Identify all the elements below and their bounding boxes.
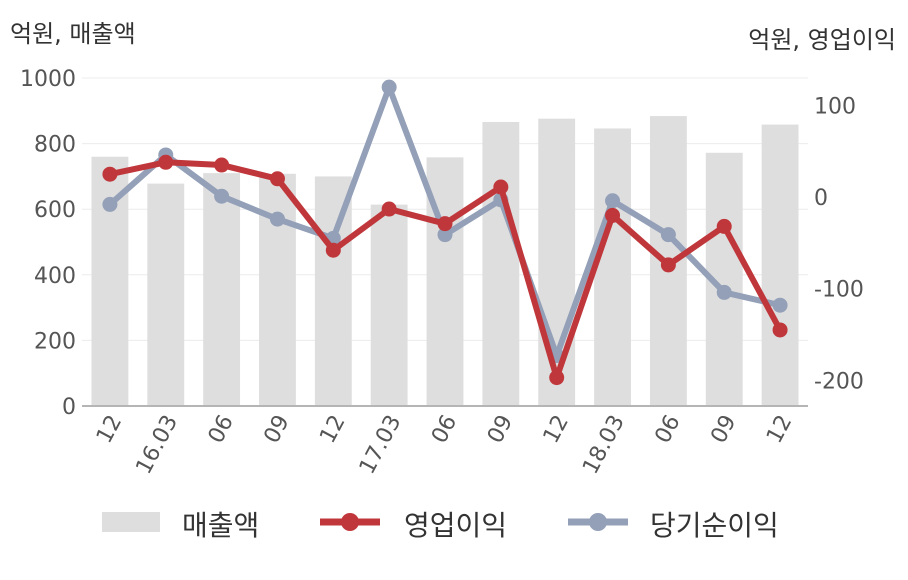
left-tick-label: 200 (34, 329, 76, 354)
legend-label-operating-profit: 영업이익 (404, 509, 508, 542)
x-axis-ticks: 12 16.03 06 09 12 17.03 06 09 12 18.03 06 09 12 (92, 411, 797, 478)
data-point (549, 370, 565, 386)
left-tick-label: 400 (34, 264, 76, 289)
right-tick-label: 0 (814, 186, 828, 211)
data-point (772, 322, 788, 338)
legend-item-operating-profit: 영업이익 (318, 498, 548, 548)
x-tick-label: 12 (92, 411, 127, 447)
bar (314, 176, 352, 406)
legend-label-net-income: 당기순이익 (650, 509, 779, 542)
legend-item-sales: 매출액 (100, 498, 300, 548)
data-point (660, 227, 676, 243)
right-axis-ticks: -200 -100 0 100 (814, 94, 864, 394)
data-point (437, 216, 453, 232)
bar (594, 128, 631, 406)
data-point (381, 79, 397, 95)
x-tick-label: 09 (483, 411, 518, 447)
bar (370, 204, 408, 406)
right-tick-label: -200 (814, 369, 864, 394)
data-point (214, 188, 230, 204)
x-tick-label: 06 (427, 411, 462, 447)
legend-swatch-sales (102, 512, 160, 532)
left-tick-label: 800 (34, 133, 76, 158)
legend-label-sales: 매출액 (182, 509, 260, 542)
right-tick-label: 100 (814, 94, 856, 119)
data-point (493, 179, 509, 195)
data-point (660, 257, 676, 273)
data-point (605, 207, 621, 223)
data-point (158, 154, 174, 170)
data-point (269, 211, 285, 227)
bar (259, 173, 296, 406)
x-tick-label: 16.03 (131, 411, 183, 478)
x-tick-label: 17.03 (355, 411, 407, 478)
left-tick-label: 0 (62, 395, 76, 420)
data-point (716, 284, 732, 300)
legend-item-net-income: 당기순이익 (566, 498, 806, 548)
data-point (269, 171, 285, 187)
bar (761, 124, 799, 407)
left-axis-ticks: 0 200 400 600 800 1000 (20, 67, 76, 420)
x-tick-label: 18.03 (578, 411, 630, 478)
left-tick-label: 600 (34, 198, 76, 223)
bar-series (91, 116, 799, 407)
right-tick-label: -100 (814, 278, 864, 303)
data-point (214, 157, 230, 173)
x-tick-label: 09 (706, 411, 741, 447)
bar (147, 183, 185, 406)
x-tick-label: 06 (204, 411, 239, 447)
x-tick-label: 06 (650, 411, 685, 447)
bar (482, 121, 520, 407)
data-point (605, 193, 621, 209)
data-point (102, 166, 118, 182)
data-point (772, 297, 788, 313)
data-point (381, 201, 397, 217)
x-tick-label: 12 (762, 411, 797, 447)
x-tick-label: 12 (539, 411, 574, 447)
legend-swatch-operating-profit (320, 513, 380, 531)
x-tick-label: 12 (315, 411, 350, 447)
legend: 매출액 영업이익 당기순이익 (0, 498, 908, 548)
x-tick-label: 09 (260, 411, 295, 447)
legend-swatch-net-income (568, 513, 628, 531)
data-point (325, 242, 341, 258)
data-point (102, 196, 118, 212)
data-point (437, 227, 453, 243)
left-axis-unit: 억원, 매출액 (10, 20, 136, 48)
left-tick-label: 1000 (20, 67, 76, 92)
bar (203, 173, 241, 406)
right-axis-unit: 억원, 영업이익 (748, 26, 896, 54)
data-point (716, 218, 732, 234)
line-series (102, 79, 788, 386)
